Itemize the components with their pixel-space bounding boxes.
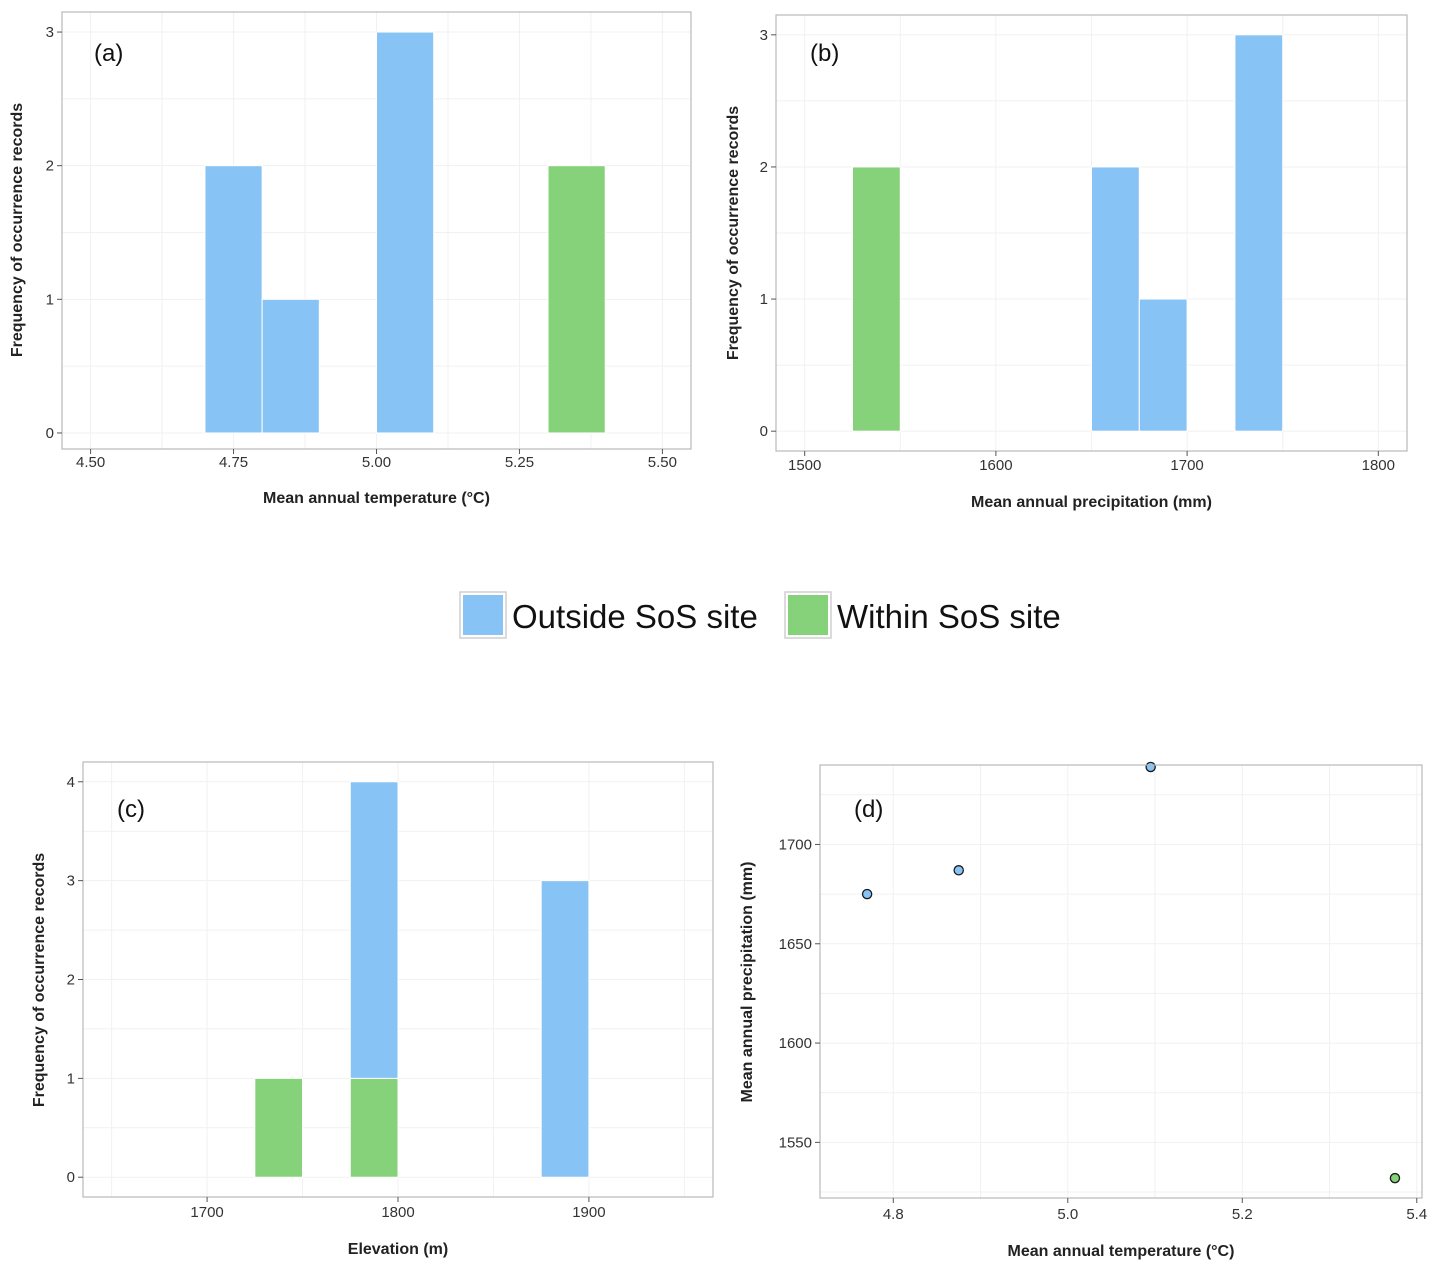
panel-label: (c) xyxy=(117,796,145,823)
y-tick-label: 1 xyxy=(46,291,54,308)
scatter-point-3 xyxy=(1145,761,1156,773)
x-axis-title: Elevation (m) xyxy=(348,1241,448,1258)
x-tick-label: 4.50 xyxy=(76,454,105,471)
y-tick-label: 0 xyxy=(46,425,54,442)
y-tick-label: 1 xyxy=(760,291,768,308)
x-tick-label: 1700 xyxy=(1170,457,1203,474)
y-tick-label: 3 xyxy=(67,873,75,890)
scatter-point-2 xyxy=(953,865,964,876)
chart-panel-2: 1500 1600 1700 1800 0 1 2 3 Mean annual precipit… xyxy=(725,14,1408,511)
x-axis-title: Mean annual temperature (°C) xyxy=(263,490,490,507)
plot-border xyxy=(775,14,1408,452)
x-tick-label: 4.8 xyxy=(883,1206,904,1223)
x-tick-label: 5.4 xyxy=(1406,1206,1427,1223)
y-tick-label: 1 xyxy=(67,1070,75,1087)
x-tick-label: 5.2 xyxy=(1232,1206,1253,1223)
bar-2-segment-1 xyxy=(1091,166,1140,432)
data-marks xyxy=(204,31,606,434)
bar-1-segment-1 xyxy=(851,166,901,432)
data-marks xyxy=(851,34,1284,432)
y-axis-title: Frequency of occurrence records xyxy=(9,103,26,357)
y-tick-label: 2 xyxy=(760,159,768,176)
legend-label-1: Outside SoS site xyxy=(512,598,758,635)
y-tick-label: 1550 xyxy=(779,1134,812,1151)
y-tick-label: 1700 xyxy=(779,836,812,853)
legend-swatch-1 xyxy=(463,595,503,635)
bar-4-segment-1 xyxy=(1234,34,1284,432)
x-tick-label: 1900 xyxy=(572,1204,605,1221)
bar-1-segment-1 xyxy=(254,1077,304,1178)
plot-border xyxy=(819,764,1423,1199)
legend: Outside SoS site Within SoS site xyxy=(459,591,1061,639)
bar-3-segment-1 xyxy=(540,880,590,1178)
bar-2-segment-1 xyxy=(349,1077,399,1178)
y-axis-title: Frequency of occurrence records xyxy=(725,106,742,360)
x-tick-label: 5.50 xyxy=(648,454,677,471)
data-marks xyxy=(254,781,590,1178)
x-tick-label: 5.0 xyxy=(1057,1206,1078,1223)
chart-panel-4: 4.8 5.0 5.2 5.4 1550 1600 1650 1700 Mean annual … xyxy=(739,761,1427,1260)
chart-panel-1: 4.50 4.75 5.00 5.25 5.50 0 1 2 3 Mean annual temp… xyxy=(9,11,692,507)
x-tick-label: 1700 xyxy=(190,1204,223,1221)
scatter-point-1 xyxy=(861,888,873,900)
y-tick-label: 2 xyxy=(46,158,54,175)
bar-3-segment-1 xyxy=(1138,298,1188,432)
x-axis-title: Mean annual precipitation (mm) xyxy=(971,494,1212,511)
x-tick-label: 1800 xyxy=(381,1204,414,1221)
y-axis-title: Mean annual precipitation (mm) xyxy=(739,862,756,1103)
bar-4-segment-1 xyxy=(547,165,606,434)
legend-label-2: Within SoS site xyxy=(837,598,1061,635)
x-axis-title: Mean annual temperature (°C) xyxy=(1008,1243,1235,1260)
x-tick-label: 1500 xyxy=(788,457,821,474)
bar-2-segment-1 xyxy=(261,298,320,434)
y-tick-label: 1650 xyxy=(779,936,812,953)
y-tick-label: 2 xyxy=(67,972,75,989)
x-tick-label: 5.25 xyxy=(505,454,534,471)
scatter-point-4 xyxy=(1389,1172,1401,1184)
chart-panel-3: 1700 1800 1900 0 1 2 3 4 Elevation (m) Frequency … xyxy=(31,761,714,1258)
x-tick-label: 4.75 xyxy=(219,454,248,471)
y-tick-label: 4 xyxy=(67,774,75,791)
y-tick-label: 0 xyxy=(67,1169,75,1186)
gridlines xyxy=(820,765,1422,1198)
y-axis-title: Frequency of occurrence records xyxy=(31,853,48,1107)
panel-label: (d) xyxy=(854,796,883,823)
x-tick-label: 1600 xyxy=(979,457,1012,474)
y-tick-label: 1600 xyxy=(779,1035,812,1052)
bar-3-segment-1 xyxy=(376,31,435,434)
panel-label: (b) xyxy=(810,40,839,67)
bar-2-segment-2 xyxy=(349,781,399,1079)
y-tick-label: 3 xyxy=(46,24,54,41)
bar-1-segment-1 xyxy=(204,165,263,434)
y-tick-label: 3 xyxy=(760,27,768,44)
legend-swatch-2 xyxy=(788,595,828,635)
x-tick-label: 1800 xyxy=(1362,457,1395,474)
plot-background xyxy=(820,765,1422,1198)
panel-label: (a) xyxy=(94,40,123,67)
x-tick-label: 5.00 xyxy=(362,454,391,471)
y-tick-label: 0 xyxy=(760,423,768,440)
